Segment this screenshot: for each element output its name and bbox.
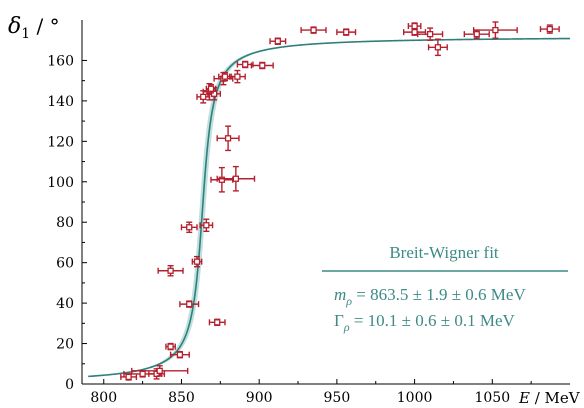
data-point <box>403 28 427 36</box>
data-point <box>407 22 422 30</box>
y-axis-title: δ1 / ° <box>8 14 60 42</box>
data-point <box>416 27 444 41</box>
data-point <box>472 21 518 39</box>
x-tick-label: 950 <box>324 390 351 406</box>
x-tick-label: 1000 <box>397 390 433 406</box>
x-ticks: 800 850 900 950 1000 1050 <box>90 379 532 406</box>
data-point <box>463 29 490 39</box>
x-tick-label: 1050 <box>474 390 510 406</box>
data-marker <box>221 73 229 80</box>
data-point <box>250 61 274 70</box>
y-tick-label: 140 <box>47 94 74 110</box>
data-point <box>165 342 176 351</box>
data-point <box>427 38 448 57</box>
data-point <box>157 265 184 277</box>
data-marker <box>218 176 226 183</box>
x-axis-title: E / MeV <box>518 389 581 407</box>
data-point <box>210 166 234 193</box>
fit-error-band <box>88 38 570 377</box>
data-marker <box>125 373 132 381</box>
data-marker <box>139 370 146 378</box>
data-marker <box>232 175 240 182</box>
data-marker <box>193 258 201 265</box>
data-marker <box>242 61 249 68</box>
data-point <box>228 69 246 84</box>
data-marker <box>411 22 418 30</box>
data-point <box>191 255 203 268</box>
data-point <box>216 125 240 152</box>
data-point <box>269 37 287 45</box>
data-point <box>216 165 256 192</box>
y-ticks: 0 20 40 60 80 100 120 140 160 <box>47 53 87 393</box>
data-marker <box>200 93 207 100</box>
data-point <box>300 26 327 34</box>
data-point <box>180 221 198 234</box>
data-marker <box>167 343 174 350</box>
x-tick-label: 850 <box>168 390 195 406</box>
data-point <box>199 218 214 233</box>
data-point <box>169 350 190 359</box>
data-marker <box>434 44 442 51</box>
data-point <box>120 373 138 381</box>
data-marker <box>473 31 480 38</box>
data-marker <box>546 25 553 33</box>
data-point <box>205 84 217 94</box>
data-point <box>179 300 200 308</box>
legend-mass-line: mρ = 863.5 ± 1.9 ± 0.6 MeV <box>334 285 526 308</box>
data-marker <box>310 26 317 34</box>
data-marker <box>210 90 218 97</box>
data-marker <box>203 222 210 229</box>
x-tick-label: 900 <box>246 390 273 406</box>
data-marker <box>492 26 499 34</box>
data-marker <box>167 267 174 274</box>
data-marker <box>186 224 193 231</box>
y-tick-label: 40 <box>56 296 74 312</box>
y-tick-label: 0 <box>65 377 74 393</box>
data-point <box>131 365 189 377</box>
fit-curve <box>88 37 571 378</box>
data-marker <box>156 367 163 375</box>
data-point <box>336 28 357 36</box>
data-point <box>208 318 226 327</box>
fit-legend: Breit-Wigner fit mρ = 863.5 ± 1.9 ± 0.6 … <box>322 243 568 334</box>
legend-title: Breit-Wigner fit <box>389 243 499 262</box>
data-marker <box>411 28 418 36</box>
data-marker <box>176 351 184 358</box>
y-tick-label: 80 <box>56 215 74 231</box>
data-marker <box>259 62 266 69</box>
data-point <box>539 24 560 34</box>
data-marker <box>274 38 281 45</box>
y-tick-label: 60 <box>56 256 74 272</box>
data-marker <box>343 28 350 36</box>
data-marker <box>426 31 434 38</box>
data-marker <box>214 319 221 326</box>
data-marker <box>186 300 193 308</box>
y-tick-label: 100 <box>47 175 74 191</box>
y-tick-label: 160 <box>47 53 74 69</box>
data-marker <box>207 85 215 92</box>
data-point <box>236 60 254 69</box>
data-marker <box>234 73 241 80</box>
y-tick-label: 120 <box>47 134 74 150</box>
x-tick-label: 800 <box>90 390 117 406</box>
y-tick-label: 20 <box>56 337 74 353</box>
legend-width-line: Γρ = 10.1 ± 0.6 ± 0.1 MeV <box>334 311 516 334</box>
data-points <box>120 21 560 381</box>
data-marker <box>224 135 232 142</box>
